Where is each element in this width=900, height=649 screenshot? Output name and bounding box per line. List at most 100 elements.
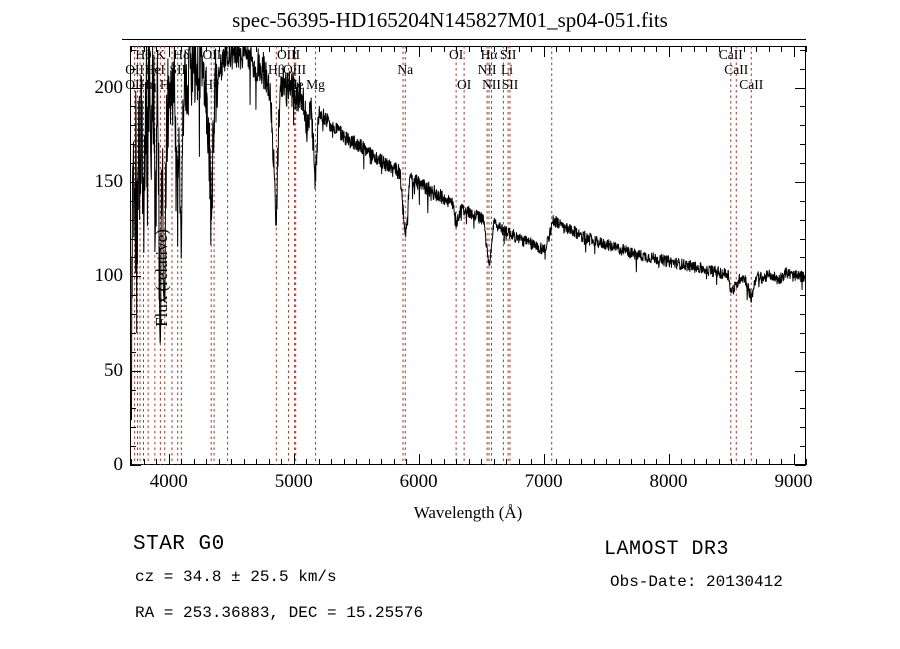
axis-tick (318, 459, 320, 465)
axis-tick (756, 46, 758, 52)
axis-tick (481, 46, 483, 52)
y-axis-ticks: 0 50 100 150 200 (60, 46, 124, 474)
axis-tick (656, 46, 658, 52)
title-underline (122, 39, 806, 40)
axis-tick (130, 49, 136, 51)
axis-tick (130, 332, 136, 334)
axis-tick (256, 459, 258, 465)
axis-tick (356, 46, 358, 52)
axis-tick (668, 46, 670, 57)
axis-tick (806, 46, 807, 52)
spectral-line-markers (130, 46, 806, 465)
axis-tick (743, 459, 745, 465)
axis-tick (293, 46, 295, 57)
axis-tick (130, 276, 141, 278)
axis-tick (800, 49, 806, 51)
axis-tick (800, 163, 806, 165)
axis-tick (368, 46, 370, 52)
axis-tick (756, 459, 758, 465)
axis-tick (795, 276, 806, 278)
axis-tick (130, 125, 136, 127)
axis-tick (130, 465, 141, 466)
axis-tick (506, 46, 508, 52)
axis-tick (218, 459, 220, 465)
x-axis-title: Wavelength (Å) (413, 503, 523, 522)
axis-tick (306, 459, 308, 465)
axis-tick (643, 459, 645, 465)
axis-tick (800, 389, 806, 391)
axis-tick (800, 200, 806, 202)
axis-tick (581, 459, 583, 465)
axis-tick (130, 446, 136, 448)
axis-tick (806, 459, 807, 465)
axis-tick (431, 46, 433, 52)
axis-tick (618, 46, 620, 52)
axis-tick (343, 459, 345, 465)
axis-tick (800, 144, 806, 146)
axis-tick (481, 459, 483, 465)
axis-tick (800, 295, 806, 297)
axis-tick (800, 68, 806, 70)
object-class-text: STAR G0 (133, 533, 225, 556)
axis-tick (781, 46, 782, 52)
axis-tick (331, 46, 333, 52)
axis-tick (800, 332, 806, 334)
axis-tick (556, 46, 558, 52)
obs-date-text: Obs-Date: 20130412 (610, 573, 783, 591)
axis-tick (693, 459, 695, 465)
axis-tick (718, 459, 720, 465)
axis-tick (381, 459, 383, 465)
axis-tick (795, 87, 806, 89)
axis-tick (418, 46, 420, 57)
axis-tick (800, 125, 806, 127)
axis-tick (743, 46, 745, 52)
axis-tick (406, 46, 408, 52)
axis-tick (631, 459, 633, 465)
axis-tick (130, 106, 136, 108)
axis-tick (706, 459, 708, 465)
axis-tick (800, 427, 806, 429)
axis-tick (800, 219, 806, 221)
axis-tick (281, 46, 283, 52)
x-axis-ticks: 4000 5000 6000 7000 8000 9000 (130, 471, 813, 498)
axis-tick (581, 46, 583, 52)
radial-velocity-text: cz = 34.8 ± 25.5 km/s (135, 568, 337, 586)
axis-tick (793, 454, 795, 465)
axis-tick (181, 46, 183, 52)
axis-tick (418, 454, 420, 465)
axis-tick (356, 459, 358, 465)
axis-tick (143, 46, 145, 52)
axis-tick (231, 459, 233, 465)
axis-tick (393, 46, 395, 52)
axis-tick (130, 389, 136, 391)
x-tick-label: 7000 (524, 471, 563, 492)
axis-tick (130, 200, 136, 202)
axis-tick (443, 459, 445, 465)
axis-tick (793, 46, 795, 57)
axis-tick (518, 46, 520, 52)
axis-tick (468, 459, 470, 465)
plot-area: Flux (relative) (130, 46, 807, 466)
axis-tick (795, 181, 806, 183)
survey-name-text: LAMOST DR3 (604, 538, 730, 561)
axis-tick (681, 459, 683, 465)
axis-tick (156, 46, 158, 52)
axis-tick (731, 46, 733, 52)
axis-tick (800, 446, 806, 448)
axis-tick (468, 46, 470, 52)
axis-tick (531, 46, 533, 52)
axis-tick (130, 68, 136, 70)
coordinates-text: RA = 253.36883, DEC = 15.25576 (135, 604, 424, 622)
spectrum-trace (130, 46, 806, 465)
y-axis-title: Flux (relative) (152, 229, 171, 327)
axis-tick (268, 46, 270, 52)
axis-tick (331, 459, 333, 465)
x-tick-label: 4000 (149, 471, 188, 492)
axis-tick (618, 459, 620, 465)
axis-tick (381, 46, 383, 52)
axis-tick (800, 257, 806, 259)
axis-tick (143, 459, 145, 465)
axis-tick (593, 46, 595, 52)
axis-tick (768, 46, 770, 52)
